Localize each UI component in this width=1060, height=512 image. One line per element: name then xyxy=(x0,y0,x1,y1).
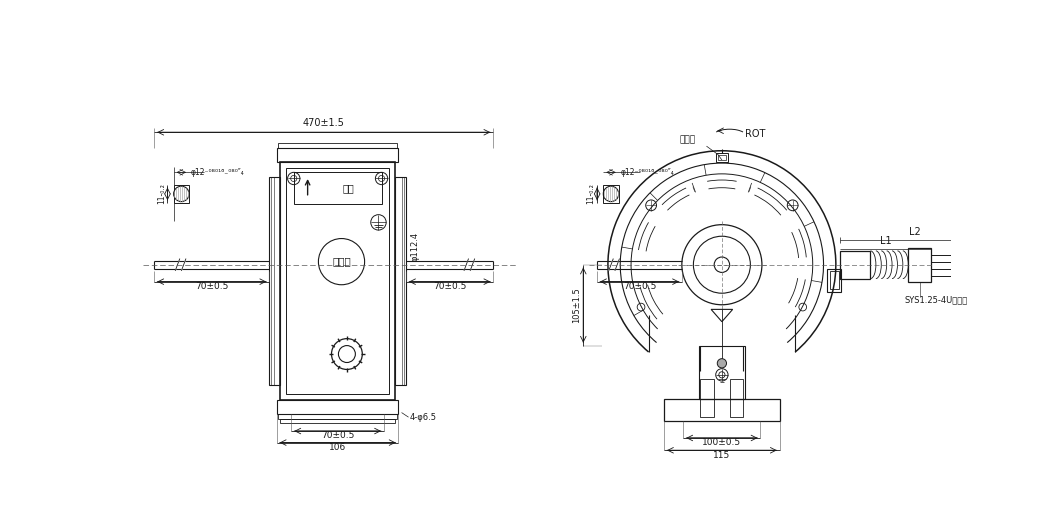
Bar xyxy=(395,177,406,385)
Text: 105±1.5: 105±1.5 xyxy=(572,287,581,323)
Text: 106: 106 xyxy=(329,443,347,452)
Bar xyxy=(279,414,396,419)
Bar xyxy=(830,271,838,289)
Bar xyxy=(603,185,619,203)
Text: 11-₀.₂: 11-₀.₂ xyxy=(157,183,166,204)
Text: 11-₀.₂: 11-₀.₂ xyxy=(586,183,596,204)
Bar xyxy=(279,143,396,147)
Bar xyxy=(908,248,932,282)
Bar xyxy=(280,162,395,400)
Text: φ12⁻⁰ᴮ⁰¹⁶₋⁰ᴮ⁰″₄: φ12⁻⁰ᴮ⁰¹⁶₋⁰ᴮ⁰″₄ xyxy=(191,168,245,177)
Circle shape xyxy=(718,359,726,368)
Bar xyxy=(665,399,780,421)
Bar xyxy=(269,177,280,385)
Text: 70±0.5: 70±0.5 xyxy=(623,282,656,291)
Text: 115: 115 xyxy=(713,451,730,460)
Text: 铭牌: 铭牌 xyxy=(342,183,354,193)
Bar xyxy=(286,168,389,394)
Text: ROT: ROT xyxy=(745,129,765,139)
Bar xyxy=(701,379,714,417)
Bar xyxy=(277,147,399,162)
Bar xyxy=(828,269,842,292)
Bar xyxy=(277,400,399,414)
Bar xyxy=(294,172,382,204)
Bar xyxy=(718,155,726,160)
Text: φ12⁻⁰ᴮ⁰¹⁶₋⁰ᴮ⁰″₄: φ12⁻⁰ᴮ⁰¹⁶₋⁰ᴮ⁰″₄ xyxy=(620,168,674,177)
Bar xyxy=(729,379,743,417)
Text: L1: L1 xyxy=(880,236,891,246)
Bar xyxy=(280,419,395,423)
Bar xyxy=(716,153,728,162)
Text: φ112.4: φ112.4 xyxy=(410,232,419,261)
Text: SYS1.25-4U形端子: SYS1.25-4U形端子 xyxy=(904,295,968,304)
Text: 70±0.5: 70±0.5 xyxy=(432,282,466,291)
Text: 固定卡: 固定卡 xyxy=(679,136,695,144)
Bar xyxy=(699,346,745,399)
Text: 合格证: 合格证 xyxy=(332,257,351,267)
Bar xyxy=(840,251,870,279)
Text: 70±0.5: 70±0.5 xyxy=(321,431,354,440)
Bar xyxy=(174,185,189,203)
Text: L2: L2 xyxy=(908,227,920,237)
Text: 4-φ6.5: 4-φ6.5 xyxy=(409,413,437,422)
Text: 470±1.5: 470±1.5 xyxy=(303,118,344,129)
Text: 100±0.5: 100±0.5 xyxy=(703,438,741,447)
Text: 70±0.5: 70±0.5 xyxy=(195,282,229,291)
